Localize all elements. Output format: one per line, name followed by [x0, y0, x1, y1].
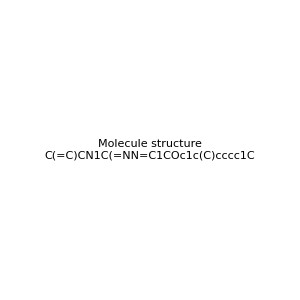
- Text: Molecule structure
C(=C)CN1C(=NN=C1COc1c(C)cccc1C: Molecule structure C(=C)CN1C(=NN=C1COc1c…: [45, 139, 255, 161]
